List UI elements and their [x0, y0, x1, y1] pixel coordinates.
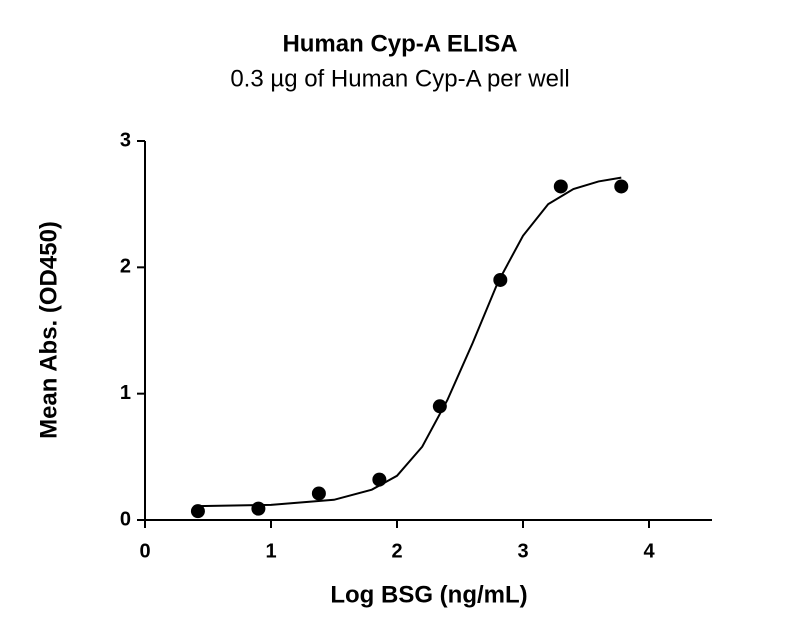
data-point [251, 501, 266, 516]
data-point [614, 179, 629, 194]
x-tick-label: 1 [265, 540, 276, 562]
y-tick-label: 0 [120, 508, 131, 530]
y-tick-label: 3 [120, 129, 131, 151]
data-point [311, 486, 326, 501]
x-tick-label: 4 [643, 540, 655, 562]
y-tick-label: 2 [120, 256, 131, 278]
chart-title: Human Cyp-A ELISA [282, 30, 517, 57]
x-axis-label: Log BSG (ng/mL) [330, 581, 527, 608]
y-axis-label: Mean Abs. (OD450) [35, 221, 62, 439]
y-tick-label: 1 [120, 382, 131, 404]
data-point [372, 472, 387, 487]
x-tick-label: 2 [391, 540, 402, 562]
x-tick-label: 3 [517, 540, 528, 562]
x-tick-label: 0 [139, 540, 150, 562]
data-point [432, 399, 447, 414]
fit-curve [197, 176, 622, 508]
data-point [553, 179, 568, 194]
data-point [190, 504, 205, 519]
chart-subtitle: 0.3 µg of Human Cyp-A per well [230, 65, 569, 92]
data-point [493, 272, 508, 287]
